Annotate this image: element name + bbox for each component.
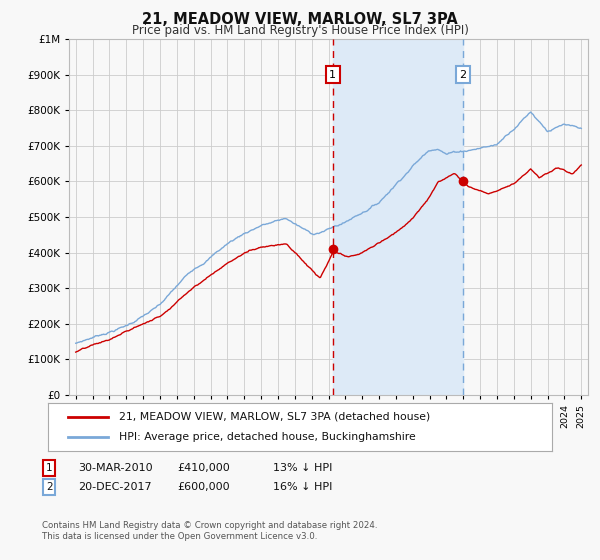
Text: 20-DEC-2017: 20-DEC-2017 xyxy=(78,482,152,492)
Text: 21, MEADOW VIEW, MARLOW, SL7 3PA (detached house): 21, MEADOW VIEW, MARLOW, SL7 3PA (detach… xyxy=(119,412,430,422)
Text: 2: 2 xyxy=(46,482,53,492)
Text: 21, MEADOW VIEW, MARLOW, SL7 3PA: 21, MEADOW VIEW, MARLOW, SL7 3PA xyxy=(142,12,458,27)
Text: 1: 1 xyxy=(329,70,336,80)
Text: 16% ↓ HPI: 16% ↓ HPI xyxy=(273,482,332,492)
Text: This data is licensed under the Open Government Licence v3.0.: This data is licensed under the Open Gov… xyxy=(42,532,317,541)
Text: 1: 1 xyxy=(46,463,53,473)
Text: Price paid vs. HM Land Registry's House Price Index (HPI): Price paid vs. HM Land Registry's House … xyxy=(131,24,469,36)
Text: £410,000: £410,000 xyxy=(177,463,230,473)
Text: £600,000: £600,000 xyxy=(177,482,230,492)
Text: Contains HM Land Registry data © Crown copyright and database right 2024.: Contains HM Land Registry data © Crown c… xyxy=(42,521,377,530)
Text: 13% ↓ HPI: 13% ↓ HPI xyxy=(273,463,332,473)
Text: 2: 2 xyxy=(459,70,466,80)
Text: HPI: Average price, detached house, Buckinghamshire: HPI: Average price, detached house, Buck… xyxy=(119,432,415,442)
Text: 30-MAR-2010: 30-MAR-2010 xyxy=(78,463,152,473)
Bar xyxy=(333,39,463,395)
